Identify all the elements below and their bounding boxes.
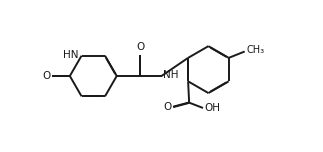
Text: CH₃: CH₃ [246, 45, 265, 55]
Text: O: O [42, 71, 51, 81]
Text: NH: NH [162, 70, 178, 80]
Text: O: O [136, 42, 144, 52]
Text: O: O [164, 102, 172, 112]
Text: HN: HN [63, 50, 78, 60]
Text: OH: OH [204, 103, 220, 113]
